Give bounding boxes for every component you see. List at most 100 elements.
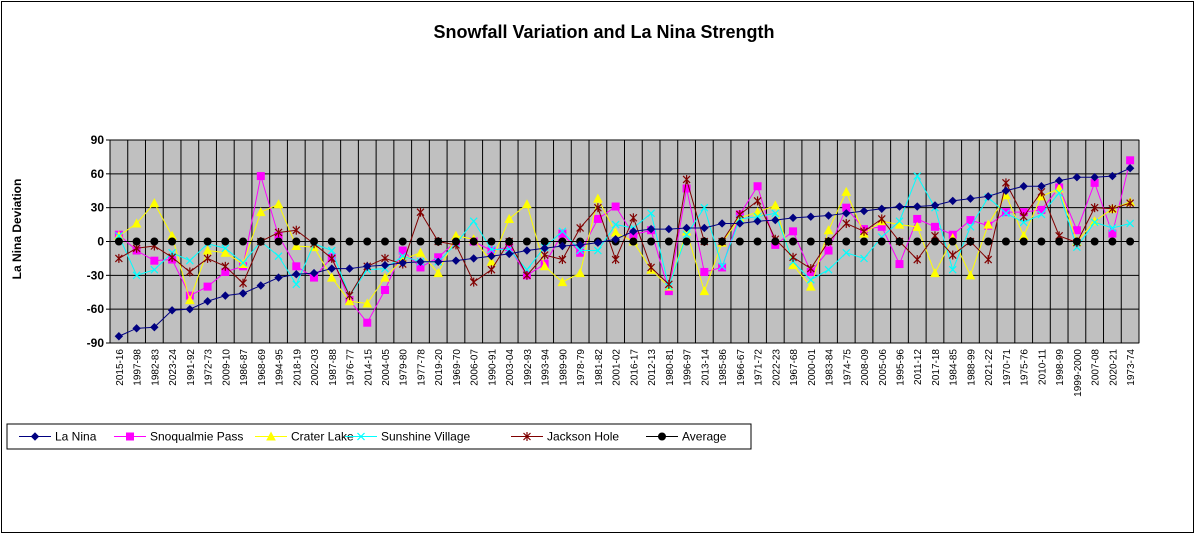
data-point-snoqualmie-pass (292, 262, 301, 271)
data-point-average (256, 237, 265, 246)
data-point-crater-lake (255, 207, 266, 217)
data-point-la-nina (913, 202, 922, 211)
data-point-snoqualmie-pass (363, 318, 372, 327)
data-point-sunshine-village (1002, 209, 1010, 218)
data-point-snoqualmie-pass (1001, 208, 1010, 217)
data-point-la-nina (983, 192, 993, 201)
x-tick-label: 2022-23 (771, 349, 782, 386)
marker-stroke (357, 432, 365, 441)
marker-stroke (966, 222, 975, 231)
data-point-la-nina (327, 264, 336, 273)
data-point-sunshine-village (700, 203, 709, 212)
y-tick-label: -60 (87, 302, 105, 316)
data-point-la-nina (114, 332, 124, 341)
data-point-average (150, 237, 159, 246)
data-point-crater-lake (823, 225, 834, 235)
data-point-la-nina (575, 240, 585, 250)
data-point-la-nina (256, 281, 266, 290)
y-tick-label: -90 (87, 336, 105, 350)
x-tick-label: 1971-72 (754, 349, 765, 386)
x-tick-label: 1976-77 (346, 349, 357, 386)
data-point-la-nina (274, 273, 283, 282)
data-point-la-nina (558, 241, 567, 251)
data-point-la-nina (1108, 171, 1117, 181)
data-point-la-nina (522, 246, 532, 255)
data-point-jackson-hole (984, 255, 993, 265)
x-tick-label: 1990-91 (487, 349, 498, 386)
legend-item-jackson-hole: Jackson Hole (511, 430, 619, 444)
data-point-average (629, 237, 638, 246)
x-tick-label: 2013-14 (700, 349, 711, 386)
data-point-average (842, 237, 851, 246)
data-point-la-nina (540, 244, 549, 253)
legend-item-la-nina: La Nina (19, 430, 97, 444)
data-point-average (239, 237, 248, 246)
data-point-crater-lake (894, 219, 905, 229)
y-tick-label: 30 (91, 201, 105, 215)
data-point-crater-lake (326, 272, 337, 282)
data-point-sunshine-village (842, 248, 851, 257)
legend-label: Crater Lake (291, 430, 354, 444)
data-point-average (380, 237, 389, 246)
data-point-snoqualmie-pass (966, 216, 975, 225)
data-point-la-nina (363, 262, 372, 271)
x-tick-label: 2019-20 (434, 349, 445, 386)
legend-label: Sunshine Village (381, 430, 471, 444)
data-point-snoqualmie-pass (203, 282, 212, 291)
data-point-sunshine-village (558, 227, 567, 236)
data-point-snoqualmie-pass (1108, 229, 1117, 238)
data-point-la-nina (345, 264, 354, 273)
marker-stroke (576, 246, 585, 255)
data-point-la-nina (167, 306, 177, 315)
marker-stroke (895, 217, 904, 226)
x-tick-label: 1989-90 (558, 349, 569, 386)
data-point-la-nina (1090, 173, 1099, 182)
data-point-la-nina (859, 206, 869, 216)
x-tick-label: 2014-15 (363, 349, 374, 386)
data-point-jackson-hole (1019, 212, 1028, 222)
data-point-la-nina (203, 297, 212, 306)
data-point-la-nina (646, 224, 656, 234)
x-tick-label: 2010-11 (1037, 349, 1048, 385)
data-point-jackson-hole (416, 207, 425, 217)
data-point-snoqualmie-pass (398, 246, 407, 255)
data-point-sunshine-village (292, 280, 301, 289)
data-point-la-nina (593, 238, 603, 247)
marker-stroke (682, 230, 691, 239)
x-tick-label: 1991-92 (186, 349, 197, 386)
data-point-la-nina (504, 249, 514, 259)
data-point-jackson-hole (593, 203, 602, 213)
data-point-la-nina (292, 269, 301, 279)
marker-stroke (1037, 210, 1046, 219)
x-tick-label: 1968-69 (257, 349, 268, 386)
data-point-crater-lake (593, 193, 603, 203)
data-point-la-nina (380, 260, 390, 270)
legend-item-average: Average (646, 430, 727, 444)
data-point-average (647, 237, 656, 246)
data-point-average (505, 237, 514, 246)
marker-stroke (469, 217, 478, 226)
x-tick-label: 2003-04 (505, 349, 516, 386)
data-point-crater-lake (752, 207, 763, 217)
data-point-sunshine-village (576, 246, 585, 255)
x-tick-label: 1988-99 (966, 349, 977, 386)
marker-stroke (1108, 224, 1117, 232)
data-point-jackson-hole (806, 264, 815, 274)
legend-marker (523, 432, 531, 441)
data-point-la-nina (700, 223, 709, 233)
data-point-sunshine-village (718, 262, 727, 271)
data-point-sunshine-village (1055, 189, 1064, 197)
data-point-average (966, 237, 975, 246)
data-point-la-nina (877, 204, 886, 214)
data-point-la-nina (185, 304, 195, 314)
x-tick-label: 2012-13 (647, 349, 658, 386)
marker-stroke (771, 209, 780, 218)
data-point-average (203, 237, 212, 246)
x-tick-label: 2015-16 (115, 349, 126, 386)
data-point-crater-lake (131, 218, 142, 228)
y-tick-label: -30 (87, 268, 105, 282)
data-point-crater-lake (557, 277, 568, 287)
data-point-jackson-hole (239, 278, 247, 288)
x-tick-label: 1997-98 (133, 349, 144, 386)
